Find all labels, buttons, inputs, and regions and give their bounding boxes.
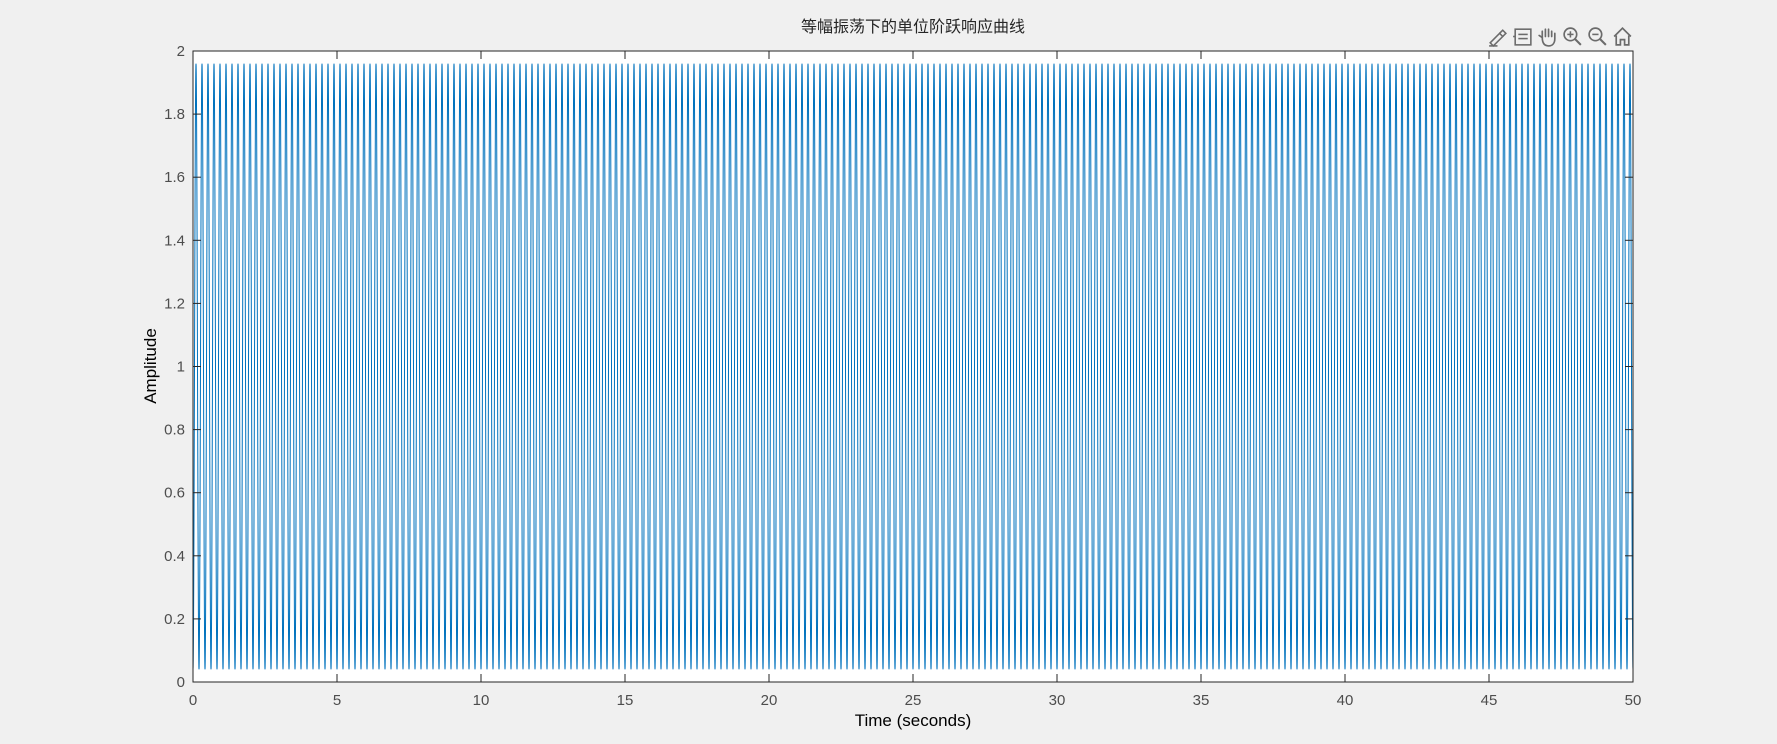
- y-tick-label: 1.6: [164, 169, 185, 186]
- y-tick-label: 1.4: [164, 232, 185, 249]
- y-tick-label: 0.4: [164, 548, 185, 565]
- plot-axes[interactable]: 0 5 10 15 20 25 30 35 40 45 50 0 0.2 0.4 0.6 0.8 1 1.2 1.…: [164, 43, 1641, 709]
- y-tick-label: 1: [177, 359, 185, 376]
- x-tick-label: 15: [617, 692, 634, 709]
- x-tick-label: 50: [1625, 692, 1642, 709]
- y-tick-label: 1.2: [164, 295, 185, 312]
- y-tick-label: 2: [177, 43, 185, 60]
- axes-toolbar: [1486, 24, 1634, 48]
- zoom-in-icon[interactable]: [1561, 25, 1584, 48]
- x-tick-label: 45: [1481, 692, 1498, 709]
- home-icon[interactable]: [1611, 25, 1634, 48]
- x-tick-label: 35: [1193, 692, 1210, 709]
- brush-icon[interactable]: [1486, 25, 1509, 48]
- plot-area[interactable]: [193, 51, 1633, 682]
- step-response-series-line: [193, 63, 1633, 670]
- y-tick-label: 0.2: [164, 611, 185, 628]
- y-axis-label: Amplitude: [141, 328, 160, 404]
- x-tick-label: 0: [189, 692, 197, 709]
- chart-title: 等幅振荡下的单位阶跃响应曲线: [801, 17, 1025, 36]
- x-tick-label: 30: [1049, 692, 1066, 709]
- x-tick-label: 5: [333, 692, 341, 709]
- zoom-out-icon[interactable]: [1586, 25, 1609, 48]
- legend-icon[interactable]: [1511, 25, 1534, 48]
- x-tick-label: 25: [905, 692, 922, 709]
- y-axis-ticks: 0 0.2 0.4 0.6 0.8 1 1.2 1.4 1.6 1.8 2: [164, 43, 1633, 691]
- x-tick-label: 40: [1337, 692, 1354, 709]
- x-tick-label: 10: [473, 692, 490, 709]
- pan-hand-icon[interactable]: [1536, 25, 1559, 48]
- y-tick-label: 1.8: [164, 106, 185, 123]
- x-tick-label: 20: [761, 692, 778, 709]
- series-layer: [193, 63, 1633, 670]
- y-tick-label: 0.8: [164, 422, 185, 439]
- y-tick-label: 0: [177, 674, 185, 691]
- x-axis-ticks: 0 5 10 15 20 25 30 35 40 45 50: [189, 51, 1642, 709]
- x-axis-label: Time (seconds): [855, 711, 972, 730]
- y-tick-label: 0.6: [164, 485, 185, 502]
